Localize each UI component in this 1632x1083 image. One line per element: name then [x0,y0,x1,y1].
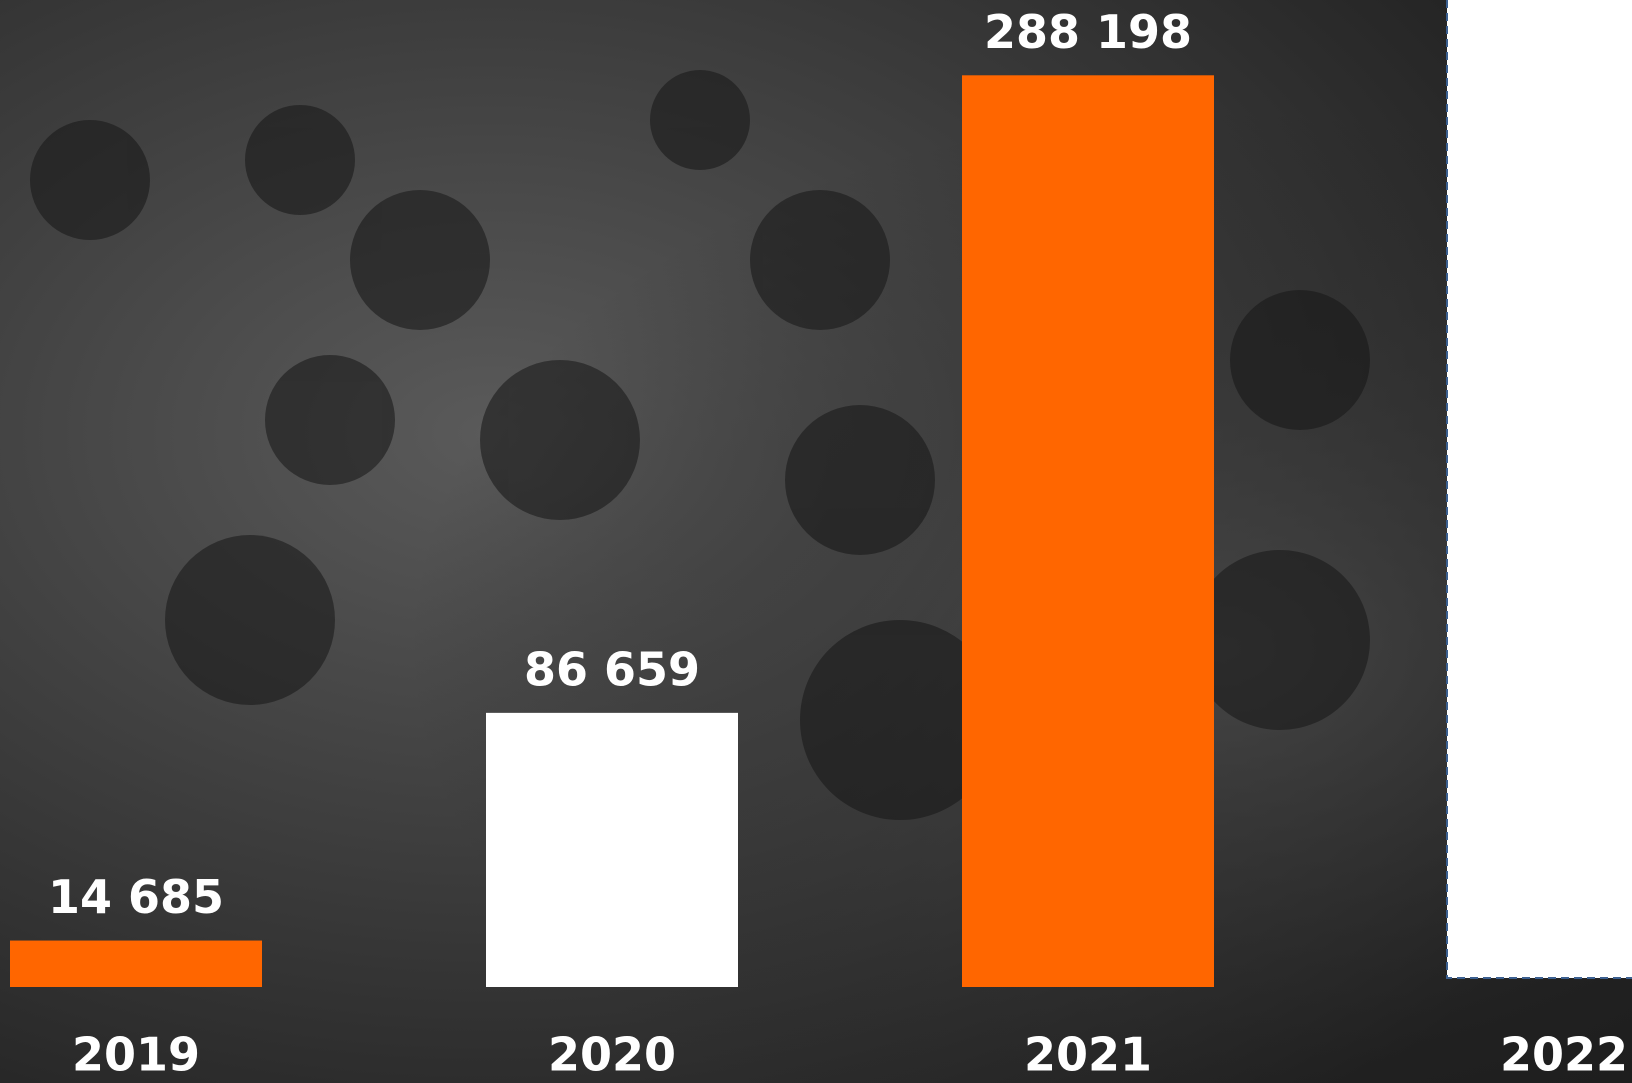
bar [962,75,1214,987]
x-tick-label: 2022 [1500,1028,1628,1082]
page: 14 685201986 6592020288 19820212022 (() … [0,0,1632,1083]
bar [486,713,738,987]
placeholder-bar [1447,0,1632,978]
x-tick-label: 2021 [1024,1028,1152,1082]
value-label: 14 685 [48,870,224,924]
chart: 14 685 2019 86 659 2020 288 198 2021 2022 [0,0,1632,1083]
value-label: 288 198 [984,5,1192,59]
value-label: 86 659 [524,642,700,696]
bar [10,941,262,987]
x-tick-label: 2020 [548,1028,676,1082]
x-tick-label: 2019 [72,1028,200,1082]
